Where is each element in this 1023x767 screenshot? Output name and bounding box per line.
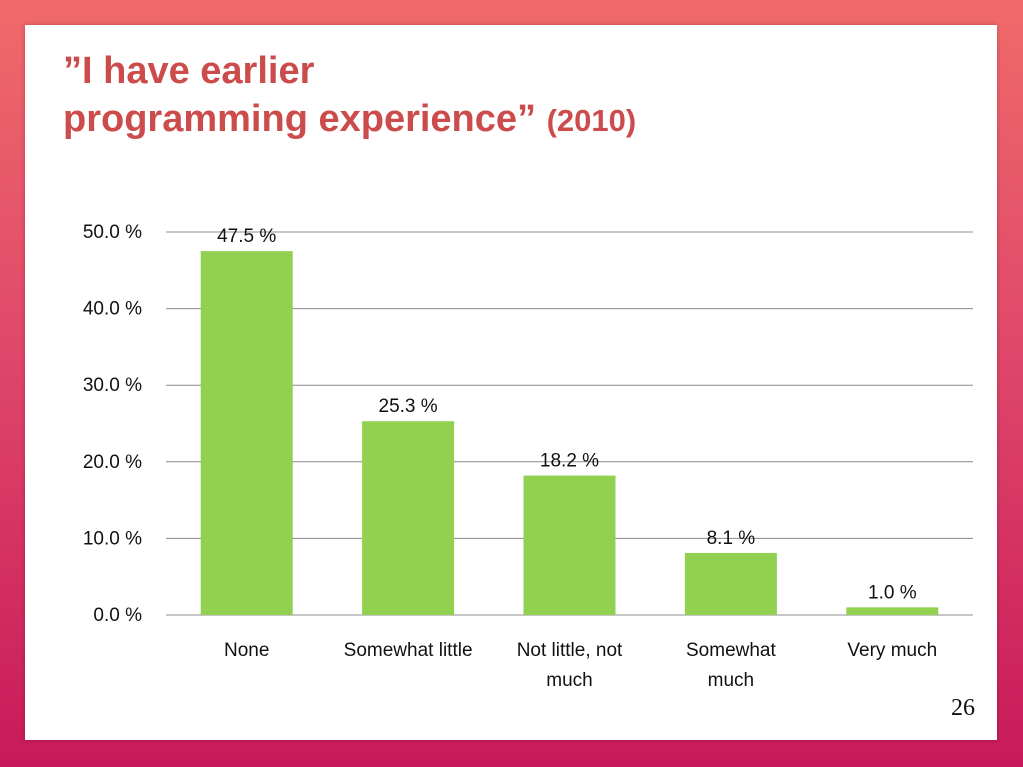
gridlines	[166, 231, 973, 616]
bar	[362, 421, 455, 615]
slide-title: ”I have earlier programming experience” …	[63, 47, 636, 145]
value-labels: 47.5 % 25.3 % 18.2 % 8.1 % 1.0 %	[217, 226, 917, 603]
data-label: 18.2 %	[540, 451, 599, 472]
y-tick-label: 40.0 %	[83, 299, 142, 320]
x-tick-label: Somewhat little	[344, 640, 473, 661]
y-tick-label: 10.0 %	[83, 528, 142, 549]
bar	[846, 607, 939, 615]
x-tick-label: Somewhat much	[686, 640, 776, 691]
y-axis-ticks: 0.0 % 10.0 % 20.0 % 30.0 % 40.0 % 50.0 %	[83, 222, 142, 626]
bar	[523, 475, 616, 615]
x-tick-label: Very much	[847, 640, 937, 661]
page-number: 26	[951, 695, 975, 721]
y-tick-label: 0.0 %	[93, 605, 142, 626]
data-label: 25.3 %	[379, 396, 438, 417]
x-tick-label: None	[224, 640, 269, 661]
y-tick-label: 30.0 %	[83, 375, 142, 396]
bar	[684, 552, 777, 615]
bar-chart: 0.0 % 10.0 % 20.0 % 30.0 % 40.0 % 50.0 % 47.5…	[83, 222, 973, 691]
data-label: 47.5 %	[217, 226, 276, 247]
bar	[200, 251, 293, 615]
x-tick-label: Not little, not much	[517, 640, 623, 691]
title-year: (2010)	[546, 103, 637, 138]
bars	[200, 251, 939, 615]
title-line-1: ”I have earlier	[63, 50, 315, 92]
data-label: 8.1 %	[707, 528, 756, 549]
y-tick-label: 20.0 %	[83, 452, 142, 473]
slide: ”I have earlier programming experience” …	[25, 25, 997, 740]
title-line-2: programming experience”	[63, 98, 537, 140]
data-label: 1.0 %	[868, 582, 917, 603]
x-axis-labels: None Somewhat little Not little, not much So…	[224, 640, 937, 691]
y-tick-label: 50.0 %	[83, 222, 142, 243]
